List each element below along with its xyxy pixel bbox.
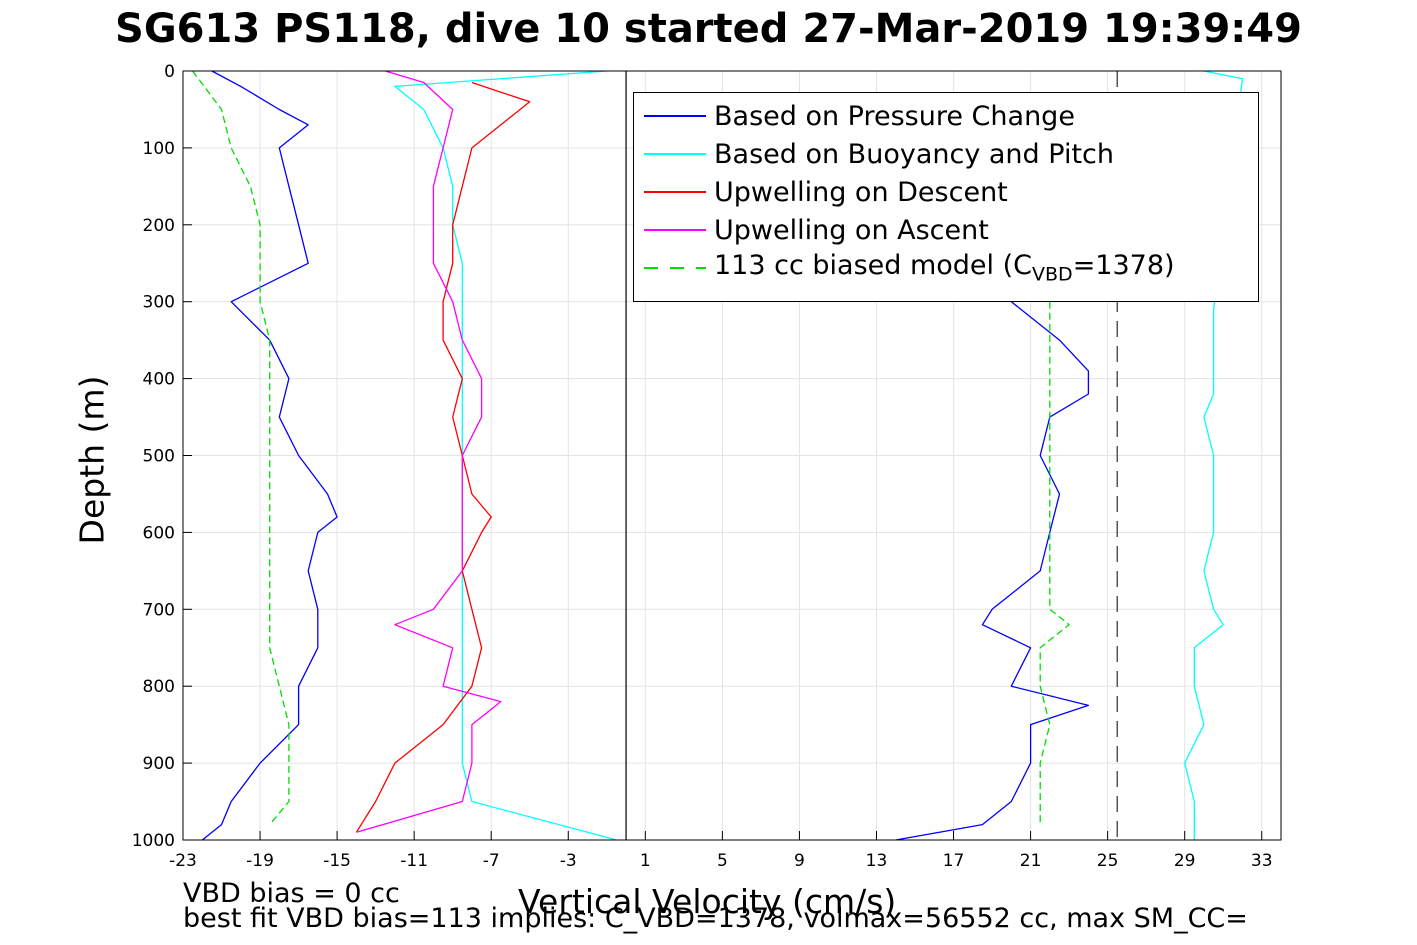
x-tick-label: -3 — [560, 851, 577, 871]
y-tick-label: 1000 — [132, 831, 175, 851]
legend-label-sub: VBD — [1032, 263, 1073, 286]
y-axis-label: Depth (m) — [72, 375, 112, 545]
x-tick-label: 1 — [640, 851, 651, 871]
legend-swatch-biased-model — [644, 267, 706, 269]
x-tick-label: -19 — [246, 851, 274, 871]
legend-label: 113 cc biased model (CVBD=1378) — [714, 250, 1175, 285]
y-tick-label: 400 — [143, 370, 175, 390]
tick-labels: -23 -19 -15 -11 -7 -3 1 5 9 13 17 21 25 29 33 0 100 200 30… — [132, 62, 1273, 871]
y-tick-label: 100 — [143, 139, 175, 159]
x-tick-label: 33 — [1251, 851, 1273, 871]
legend-item-biased-model: 113 cc biased model (CVBD=1378) — [634, 249, 1175, 287]
vbd-bias-note: VBD bias = 0 cc — [183, 878, 400, 909]
legend: Based on Pressure Change Based on Buoyan… — [633, 92, 1259, 302]
y-tick-label: 600 — [143, 523, 175, 543]
x-tick-label: 5 — [717, 851, 728, 871]
x-tick-label: -11 — [400, 851, 428, 871]
x-tick-label: 29 — [1174, 851, 1196, 871]
legend-label-post: =1378) — [1072, 250, 1175, 282]
legend-label: Upwelling on Ascent — [714, 214, 989, 246]
y-tick-label: 800 — [143, 677, 175, 697]
y-tick-label: 700 — [143, 600, 175, 620]
legend-item-upwelling-ascent: Upwelling on Ascent — [634, 211, 989, 249]
legend-swatch-upwelling-ascent — [644, 229, 706, 231]
series-line-0 — [201, 70, 338, 841]
chart-title: SG613 PS118, dive 10 started 27-Mar-2019… — [115, 6, 1302, 52]
y-tick-label: 200 — [143, 216, 175, 236]
legend-swatch-upwelling-descent — [644, 191, 706, 193]
x-tick-label: 9 — [794, 851, 805, 871]
legend-label: Upwelling on Descent — [714, 176, 1008, 208]
x-tick-label: -7 — [483, 851, 500, 871]
y-tick-label: 900 — [143, 754, 175, 774]
x-tick-label: -15 — [323, 851, 351, 871]
legend-item-pressure-change: Based on Pressure Change — [634, 97, 1075, 135]
series-line-3 — [356, 70, 502, 833]
series-line-1 — [1184, 70, 1244, 840]
x-tick-label: 17 — [943, 851, 965, 871]
y-tick-label: 300 — [143, 293, 175, 313]
legend-label: Based on Buoyancy and Pitch — [714, 138, 1114, 170]
legend-label-pre: 113 cc biased model (C — [714, 250, 1033, 282]
x-tick-label: -23 — [169, 851, 197, 871]
x-axis-label: Vertical Velocity (cm/s) — [518, 882, 897, 921]
legend-swatch-buoyancy-pitch — [644, 153, 706, 155]
x-tick-label: 21 — [1020, 851, 1042, 871]
series-line-4 — [1039, 301, 1070, 825]
legend-swatch-pressure-change — [644, 115, 706, 117]
series-line-4 — [192, 70, 290, 826]
legend-label: Based on Pressure Change — [714, 100, 1075, 132]
x-tick-label: 13 — [866, 851, 888, 871]
legend-item-upwelling-descent: Upwelling on Descent — [634, 173, 1008, 211]
series-lines — [192, 70, 1244, 841]
series-line-2 — [355, 81, 531, 833]
series-line-0 — [895, 301, 1090, 841]
legend-item-buoyancy-pitch: Based on Buoyancy and Pitch — [634, 135, 1114, 173]
best-fit-note: best fit VBD bias=113 implies: C_VBD=137… — [183, 903, 1248, 934]
y-tick-label: 500 — [143, 447, 175, 467]
x-tick-label: 25 — [1097, 851, 1119, 871]
y-tick-label: 0 — [164, 62, 175, 82]
